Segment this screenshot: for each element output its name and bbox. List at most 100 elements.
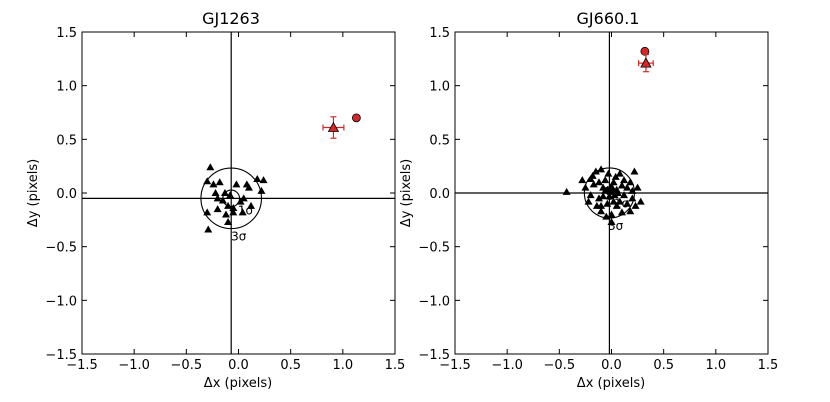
- field-star-marker: [597, 201, 606, 209]
- field-star-marker: [609, 178, 618, 186]
- field-star-marker: [218, 196, 227, 204]
- field-star-marker: [584, 197, 593, 205]
- field-star-marker: [607, 210, 616, 218]
- field-star-marker: [599, 192, 608, 200]
- y-tick-label: −1.0: [45, 294, 77, 309]
- companion-measured-marker: [640, 57, 652, 68]
- field-star-marker: [603, 199, 612, 207]
- y-axis-label: Δy (pixels): [399, 159, 414, 227]
- y-tick-label: 1.5: [56, 26, 77, 41]
- y-tick-label: −1.5: [45, 348, 77, 363]
- field-star-marker: [610, 191, 619, 199]
- field-star-marker: [224, 217, 233, 225]
- x-axis-ticks: −1.5 −1.0 −0.5 0.0 0.5 1.0 1.5: [66, 32, 405, 373]
- field-star-marker: [597, 165, 606, 173]
- field-star-marker: [623, 183, 632, 191]
- field-star-marker: [607, 217, 616, 225]
- field-star-marker: [226, 191, 235, 199]
- y-tick-label: 0.5: [56, 133, 77, 148]
- field-star-marker: [594, 178, 603, 186]
- y-tick-label: 0.0: [429, 187, 450, 202]
- companion-measured-marker: [327, 121, 340, 132]
- field-star-marker: [609, 197, 618, 205]
- field-star-marker: [257, 186, 266, 194]
- field-star-marker: [617, 181, 626, 189]
- y-axis-ticks: 1.5 1.0 0.5 0.0 −0.5 −1.0 −1.5: [45, 26, 395, 363]
- field-star-marker: [594, 194, 603, 202]
- field-star-marker: [206, 163, 215, 171]
- field-star-marker: [626, 207, 635, 215]
- field-star-marker: [628, 186, 637, 194]
- x-tick-label: 0.0: [228, 358, 249, 373]
- companion-predicted-marker: [640, 46, 650, 56]
- field-star-marker: [253, 175, 262, 183]
- field-star-marker: [628, 194, 637, 202]
- field-star-marker: [238, 208, 247, 216]
- field-star-marker: [220, 189, 229, 196]
- y-tick-label: −1.0: [418, 294, 450, 309]
- x-tick-label: 1.0: [332, 358, 353, 373]
- field-star-marker: [601, 186, 610, 194]
- y-tick-label: 1.0: [429, 80, 450, 95]
- x-tick-label: 0.5: [653, 358, 674, 373]
- field-star-marker: [204, 225, 213, 233]
- y-axis-label: Δy (pixels): [26, 159, 41, 227]
- field-star-marker: [215, 178, 224, 186]
- sigma-circle: [200, 167, 263, 230]
- field-star-marker: [615, 197, 624, 205]
- x-tick-label: −1.0: [491, 358, 523, 373]
- field-star-marker: [612, 201, 621, 209]
- field-star-marker: [203, 177, 212, 185]
- field-star-marker: [229, 204, 238, 212]
- x-axis-label: Δx (pixels): [577, 376, 645, 391]
- y-tick-label: 0.0: [56, 187, 77, 202]
- field-star-marker: [247, 201, 256, 209]
- x-tick-label: 1.0: [705, 358, 726, 373]
- y-tick-label: 1.0: [56, 80, 77, 95]
- x-axis-label: Δx (pixels): [204, 376, 272, 391]
- x-tick-label: 0.5: [280, 358, 301, 373]
- field-star-marker: [562, 187, 571, 195]
- field-star-marker: [213, 194, 222, 202]
- panel-title: GJ1263: [202, 9, 260, 28]
- x-tick-label: 0.0: [601, 358, 622, 373]
- x-tick-label: −0.5: [171, 358, 203, 373]
- field-star-marker: [597, 207, 606, 215]
- sigma-circle-label: 3σ: [231, 230, 247, 244]
- field-star-marker: [604, 169, 613, 177]
- field-star-marker: [213, 205, 222, 213]
- field-star-marker: [588, 171, 597, 179]
- y-tick-label: 1.5: [429, 26, 450, 41]
- field-star-marker: [630, 167, 639, 175]
- field-star-marker: [224, 201, 233, 209]
- y-tick-label: −0.5: [45, 241, 77, 256]
- field-star-marker: [611, 172, 620, 180]
- field-star-marker: [607, 182, 616, 190]
- x-tick-label: 1.5: [385, 358, 406, 373]
- x-tick-label: −1.0: [118, 358, 150, 373]
- field-star-marker: [209, 180, 218, 188]
- field-star-marker: [620, 191, 629, 199]
- field-star-marker: [636, 197, 645, 205]
- field-star-marker: [623, 199, 632, 207]
- y-tick-label: −0.5: [418, 241, 450, 256]
- field-star-marker: [244, 183, 253, 191]
- field-star-marker: [239, 194, 248, 202]
- field-star-marker: [229, 208, 238, 216]
- y-axis-ticks: 1.5 1.0 0.5 0.0 −0.5 −1.0 −1.5: [418, 26, 768, 363]
- field-star-marker: [601, 176, 610, 184]
- field-star-marker: [615, 169, 624, 177]
- x-tick-label: −1.5: [439, 358, 471, 373]
- field-star-marker: [633, 183, 642, 191]
- field-star-marker: [211, 189, 220, 196]
- field-star-marker: [605, 192, 614, 200]
- x-tick-label: 1.5: [758, 358, 779, 373]
- field-star-marker: [589, 180, 598, 188]
- field-star-marker: [631, 201, 640, 209]
- field-star-marker: [581, 183, 590, 191]
- panel-title: GJ660.1: [577, 9, 640, 28]
- field-star-marker: [203, 208, 212, 216]
